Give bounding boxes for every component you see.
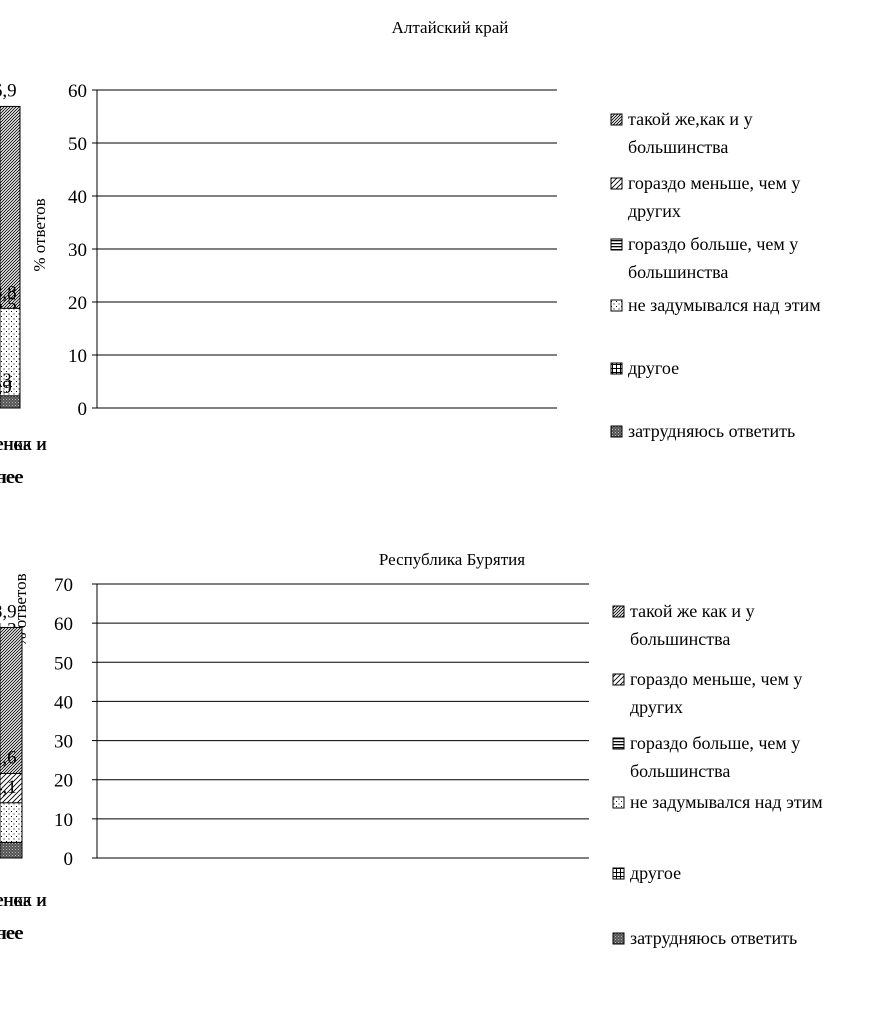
legend-swatch [610,113,623,126]
legend-label: такой же как и у [630,601,755,621]
y-tick-label: 60 [68,81,87,102]
data-label: 14,1 [0,777,17,798]
legend-swatch [612,867,625,880]
data-label: 0,9 [0,377,12,398]
legend-swatch [612,737,625,750]
legend-label: не задумывался над этим [630,792,823,812]
legend-swatch [610,425,623,438]
y-tick-label: 20 [54,771,73,792]
legend-swatch [612,932,625,945]
legend-label: большинства [628,262,728,282]
legend-label: других [628,201,681,221]
y-tick-label: 70 [54,575,73,596]
legend-label: другое [628,358,679,378]
x-category-label: 2 ребенка и [0,890,46,911]
x-category-label: 1 ребенок и [0,890,47,911]
x-category-label: менее [0,467,24,488]
bar [0,841,23,859]
legend-label: затрудняюсь ответить [630,928,797,948]
legend-swatch [612,673,625,686]
chart-title: Алтайский край [392,18,509,37]
y-tick-label: 0 [64,849,74,870]
x-category-label: 1 ребенок и [0,434,47,455]
y-tick-label: 30 [68,240,87,261]
y-tick-label: 60 [54,614,73,635]
legend-swatch [610,177,623,190]
legend-swatch [612,605,625,618]
y-tick-label: 20 [68,293,87,314]
x-category-label: более [0,467,23,488]
legend-label: большинства [630,629,730,649]
legend-label: гораздо меньше, чем у [628,173,800,193]
chart-title: Республика Бурятия [379,550,525,569]
bar [0,395,21,409]
x-category-label: более [0,923,23,944]
data-label: 2,3 [0,370,12,391]
legend-swatch [610,238,623,251]
legend-label: большинства [628,137,728,157]
legend-label: такой же,как и у [628,109,753,129]
data-label: 56,9 [0,80,17,101]
y-tick-label: 40 [54,692,73,713]
y-tick-label: 0 [78,399,88,420]
legend-label: большинства [630,761,730,781]
y-axis-label: % ответов [30,198,49,271]
y-tick-label: 40 [68,187,87,208]
legend-swatch [610,299,623,312]
legend-swatch [612,796,625,809]
x-category-label: менее [0,923,24,944]
legend: такой же,как и у большинства гораздо меньш… [610,109,821,441]
x-category-label: 2 ребенка и [0,434,46,455]
legend: такой же как и у большинства гораздо меньш… [612,601,823,948]
y-tick-label: 10 [68,346,87,367]
data-label: 21,6 [0,747,17,768]
legend-label: затрудняюсь ответить [628,421,795,441]
legend-label: гораздо меньше, чем у [630,669,802,689]
legend-label: другое [630,863,681,883]
legend-label: гораздо больше, чем у [628,234,798,254]
y-tick-label: 10 [54,810,73,831]
data-label: 58,9 [0,601,17,622]
y-tick-label: 50 [54,653,73,674]
legend-swatch [610,362,623,375]
data-label: 18,8 [0,282,17,303]
y-tick-label: 50 [68,134,87,155]
y-tick-label: 30 [54,732,73,753]
legend-label: гораздо больше, чем у [630,733,800,753]
legend-label: других [630,697,683,717]
legend-label: не задумывался над этим [628,295,821,315]
